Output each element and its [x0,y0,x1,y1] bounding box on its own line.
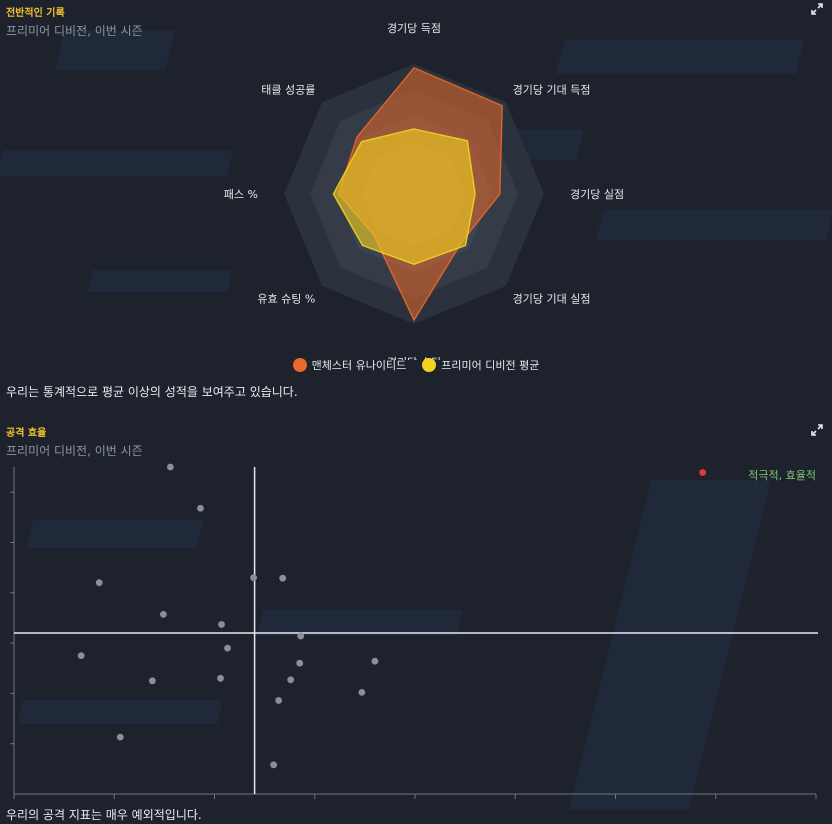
radar-caption: 우리는 통계적으로 평균 이상의 성적을 보여주고 있습니다. [6,385,298,399]
radar-panel: 전반적인 기록 프리미어 디비전, 이번 시즌 경기당 득점 경기당 기대 득점 경… [0,0,832,410]
scatter-point[interactable] [358,688,366,696]
panel-title: 공격 효율 [6,428,47,439]
scatter-point[interactable] [279,574,287,582]
scatter-point[interactable] [224,644,231,652]
scatter-panel: 공격 효율 프리미어 디비전, 이번 시즌 우리의 공격 지표는 매우 예외적입… [0,420,832,824]
scatter-point[interactable] [287,676,295,684]
legend-label-average: 프리미어 디비전 평균 [441,359,540,372]
scatter-caption: 우리의 공격 지표는 매우 예외적입니다. [6,808,202,822]
radar-axis-label: 패스 % [224,188,258,201]
radar-axis-label: 경기당 기대 실점 [513,293,591,306]
scatter-point[interactable] [166,463,174,471]
expand-icon[interactable] [810,2,824,16]
legend-item-team[interactable]: 맨체스터 유나이티드 [292,357,407,373]
radar-axis-label: 경기당 슈팅 [387,356,441,360]
scatter-point[interactable] [95,579,103,587]
scatter-point[interactable] [116,733,124,741]
radar-series-average [332,128,476,265]
radar-axis-label: 유효 슈팅 % [257,293,315,306]
expand-icon[interactable] [810,423,824,437]
scatter-point[interactable] [148,677,156,685]
legend-dot-team [292,358,307,372]
panel-subtitle: 프리미어 디비전, 이번 시즌 [6,444,143,458]
scatter-point[interactable] [270,761,278,769]
scatter-point[interactable] [77,652,85,660]
legend-item-average[interactable]: 프리미어 디비전 평균 [422,357,539,373]
legend-dot-average [422,358,437,372]
quadrant-label: 적극적, 효율적 [748,469,816,482]
radar-axis-label: 경기당 기대 득점 [513,83,591,96]
panel-title: 전반적인 기록 [6,8,65,19]
radar-axis-label: 경기당 실점 [570,188,624,201]
panel-subtitle: 프리미어 디비전, 이번 시즌 [6,24,143,38]
radar-axis-label: 태클 성공률 [261,83,315,96]
scatter-chart: 적극적, 효율적 [10,463,818,799]
scatter-point[interactable] [217,674,224,682]
scatter-point[interactable] [297,632,305,640]
scatter-point[interactable] [218,621,225,628]
radar-axis-label: 경기당 득점 [387,22,441,35]
scatter-point[interactable] [159,611,167,618]
scatter-point-highlight[interactable] [699,469,707,476]
radar-legend: 맨체스터 유나이티드 프리미어 디비전 평균 [0,357,832,373]
scatter-point[interactable] [197,504,204,512]
scatter-point[interactable] [296,659,304,667]
legend-label-team: 맨체스터 유나이티드 [311,359,407,372]
scatter-point[interactable] [275,697,283,704]
scatter-point[interactable] [371,657,379,665]
scatter-point[interactable] [250,574,257,582]
